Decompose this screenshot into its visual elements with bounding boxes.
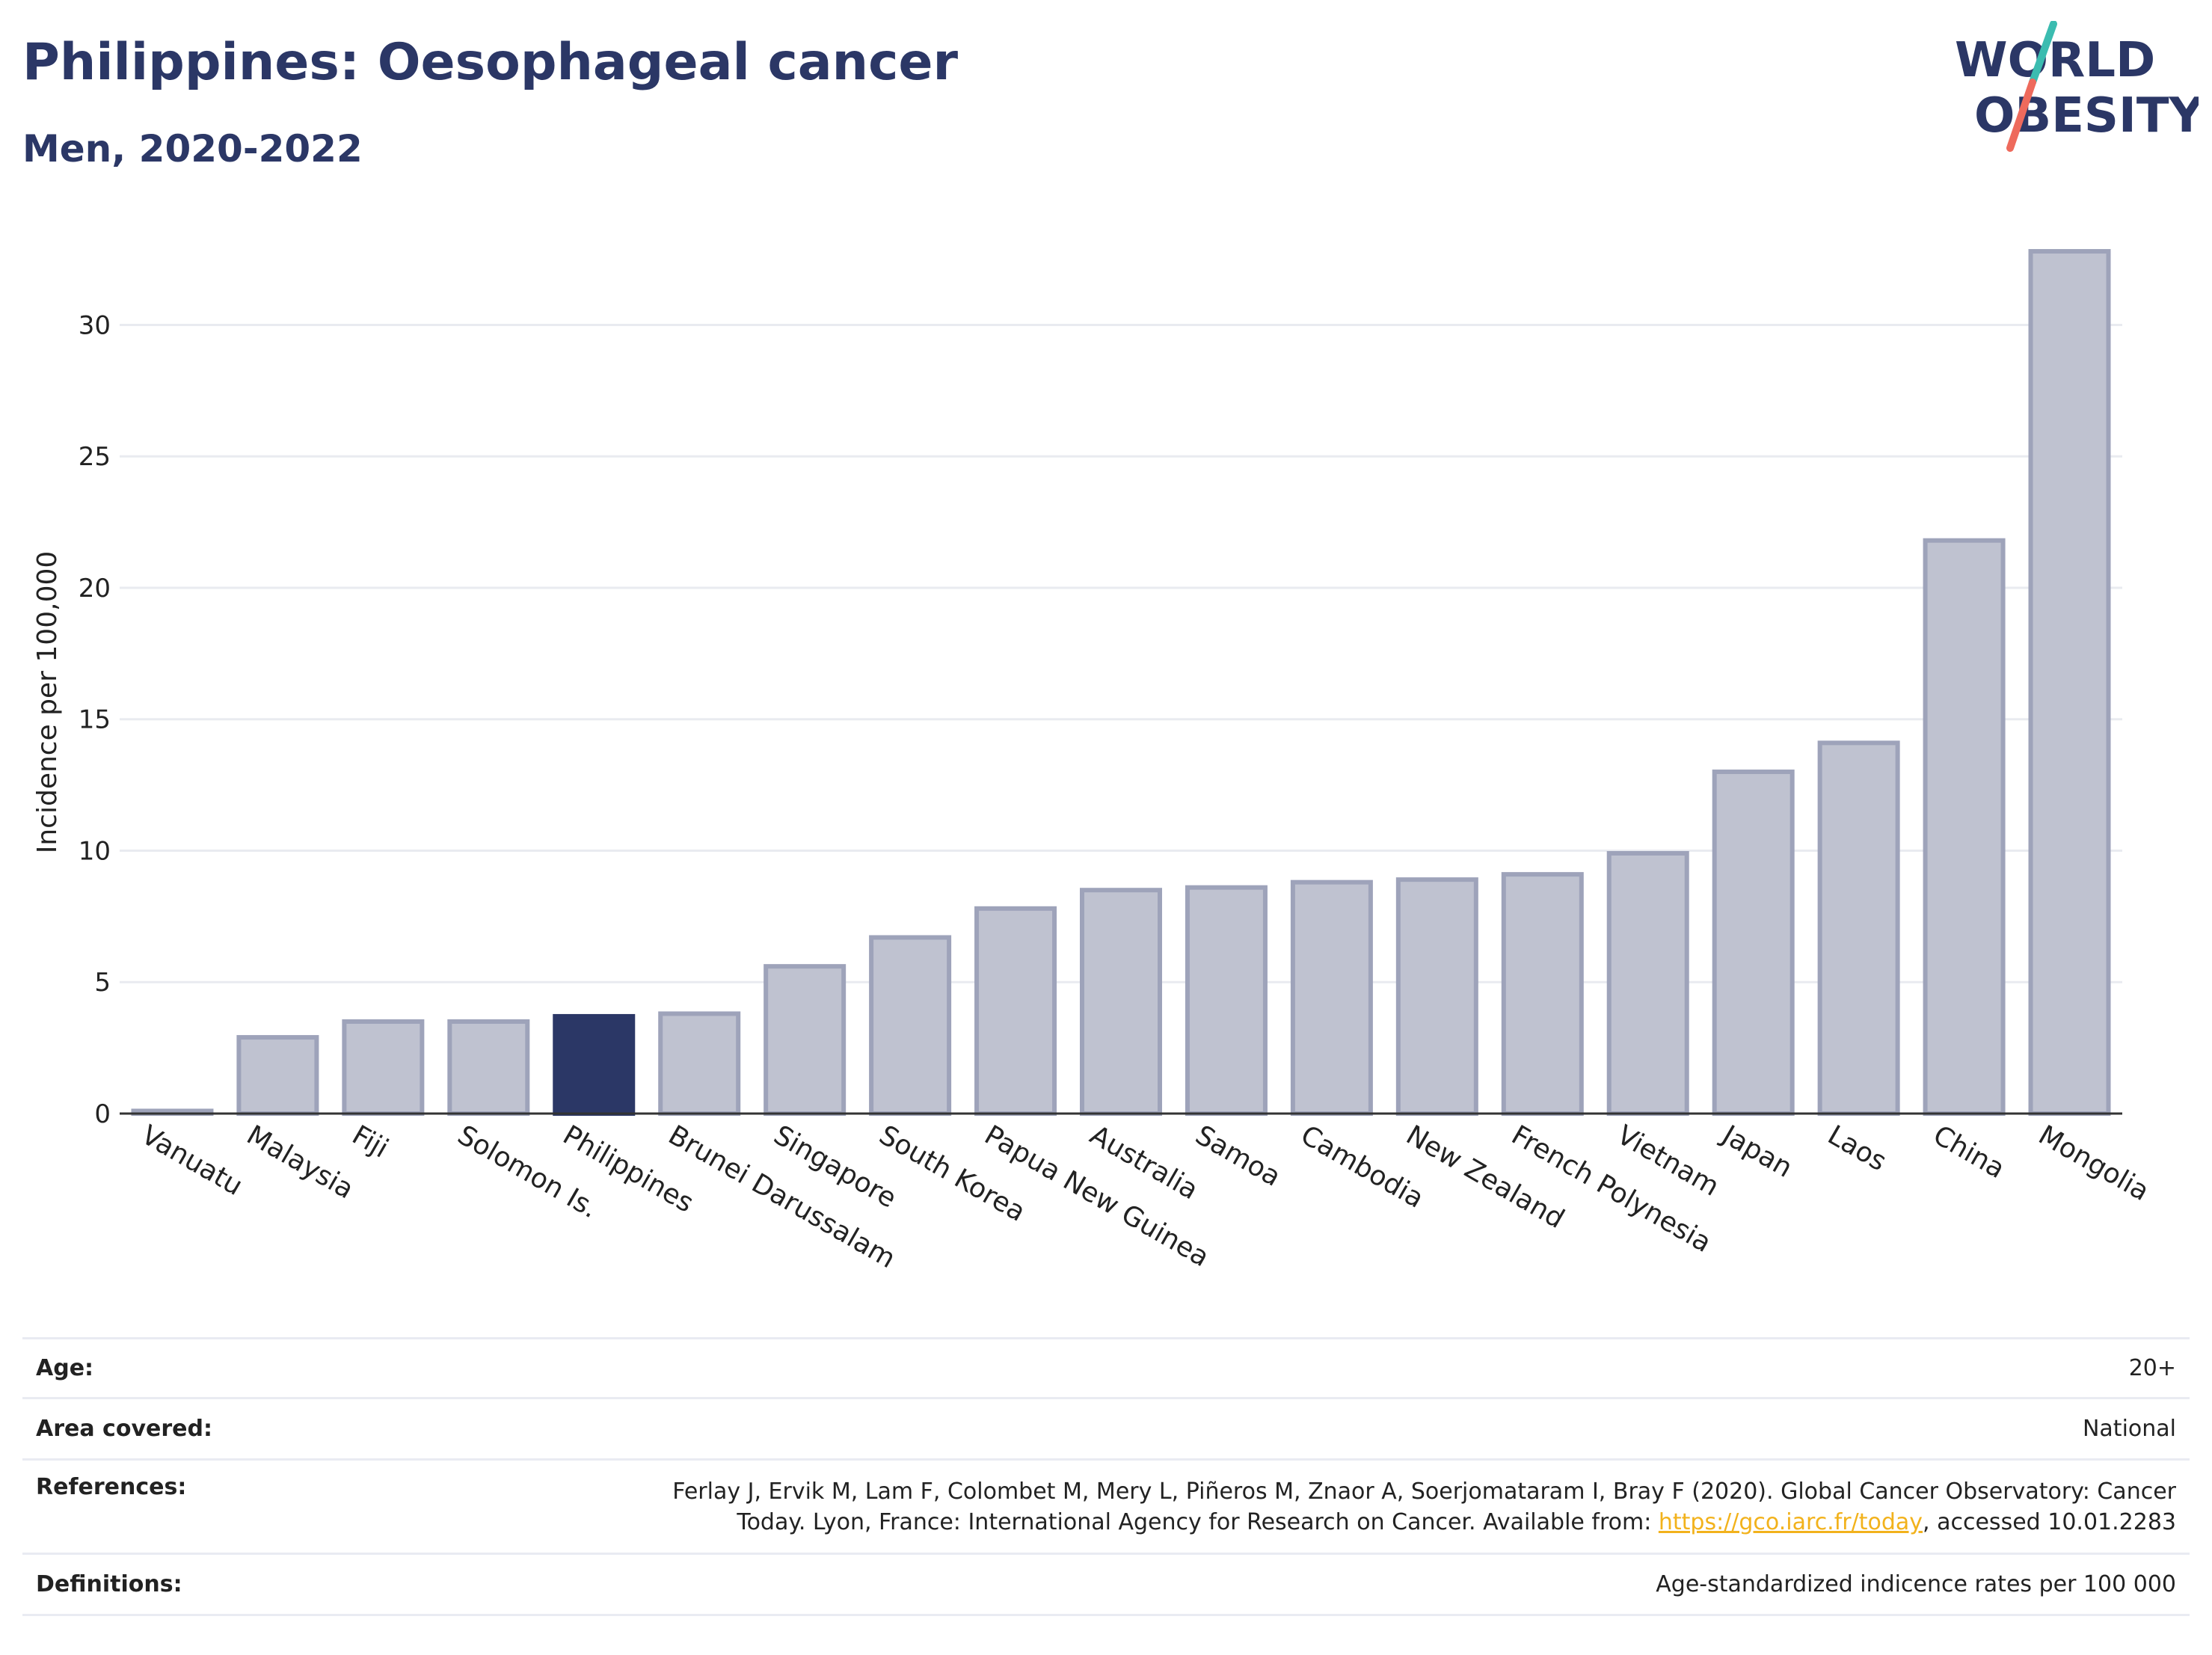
- references-text-line1: Ferlay J, Ervik M, Lam F, Colombet M, Me…: [672, 1478, 2176, 1505]
- y-axis-title: Incidence per 100,000: [32, 551, 63, 854]
- y-tick-label: 5: [94, 968, 111, 998]
- meta-row-area: Area covered: National: [22, 1397, 2190, 1461]
- meta-age-label: Age:: [22, 1337, 319, 1399]
- bar: [764, 964, 847, 1116]
- bar: [1923, 538, 2006, 1116]
- logo-word-world: WORLD: [1955, 33, 2155, 88]
- x-tick-label: Samoa: [1190, 1120, 1285, 1193]
- bar: [236, 1035, 319, 1116]
- bar: [342, 1019, 425, 1117]
- x-tick-label: Mongolia: [2033, 1120, 2154, 1207]
- bar: [2028, 249, 2111, 1117]
- x-tick-label: Laos: [1822, 1120, 1891, 1177]
- references-text-prefix: Today. Lyon, France: International Agenc…: [737, 1508, 1659, 1535]
- metadata-table: Age: 20+ Area covered: National Referenc…: [22, 1337, 2190, 1616]
- meta-age-value: 20+: [319, 1337, 2190, 1399]
- bar: [447, 1019, 530, 1117]
- meta-definitions-label: Definitions:: [22, 1553, 319, 1616]
- bar: [869, 935, 952, 1117]
- bar: [974, 906, 1057, 1117]
- meta-row-age: Age: 20+: [22, 1337, 2190, 1399]
- y-tick-label: 15: [79, 705, 111, 735]
- references-text-suffix: , accessed 10.01.2283: [1923, 1508, 2176, 1535]
- bar: [1606, 851, 1689, 1116]
- chart-subtitle: Men, 2020-2022: [22, 127, 363, 171]
- bar: [1185, 885, 1268, 1117]
- meta-references-value: Ferlay J, Ervik M, Lam F, Colombet M, Me…: [319, 1458, 2190, 1555]
- y-tick-label: 20: [79, 574, 111, 604]
- meta-area-label: Area covered:: [22, 1397, 319, 1461]
- y-tick-label: 0: [94, 1099, 111, 1129]
- bar: [1080, 888, 1162, 1117]
- meta-row-references: References: Ferlay J, Ervik M, Lam F, Co…: [22, 1458, 2190, 1555]
- references-link[interactable]: https://gco.iarc.fr/today: [1658, 1508, 1923, 1535]
- chart-title: Philippines: Oesophageal cancer: [22, 33, 959, 92]
- bar-chart: 0 5 10 15 20 25 30 Incidence per 100,000 Vanuatu…: [32, 249, 2154, 1274]
- x-tick-label: Fiji: [347, 1120, 393, 1164]
- bar: [1290, 879, 1373, 1116]
- y-tick-label: 10: [79, 836, 111, 866]
- y-tick-label: 25: [79, 442, 111, 472]
- x-tick-label: Malaysia: [242, 1120, 359, 1205]
- meta-definitions-value: Age-standardized indicence rates per 100…: [319, 1553, 2190, 1616]
- x-tick-label: Vanuatu: [136, 1120, 248, 1202]
- y-tick-label: 30: [79, 310, 111, 340]
- logo-slash-coral: [2006, 79, 2036, 152]
- x-tick-label: China: [1928, 1120, 2010, 1185]
- bar: [1817, 740, 1900, 1116]
- meta-area-value: National: [319, 1397, 2190, 1461]
- bar: [1712, 770, 1795, 1116]
- bar: [658, 1011, 741, 1116]
- bar: [1395, 877, 1478, 1116]
- bar: [1501, 872, 1584, 1116]
- bar: [553, 1013, 636, 1117]
- meta-row-definitions: Definitions: Age-standardized indicence …: [22, 1553, 2190, 1616]
- logo-slash-teal: [2029, 21, 2057, 86]
- meta-references-label: References:: [22, 1458, 319, 1555]
- world-obesity-logo: WORLD OBESITY: [1955, 21, 2199, 152]
- x-tick-label: Japan: [1715, 1119, 1797, 1184]
